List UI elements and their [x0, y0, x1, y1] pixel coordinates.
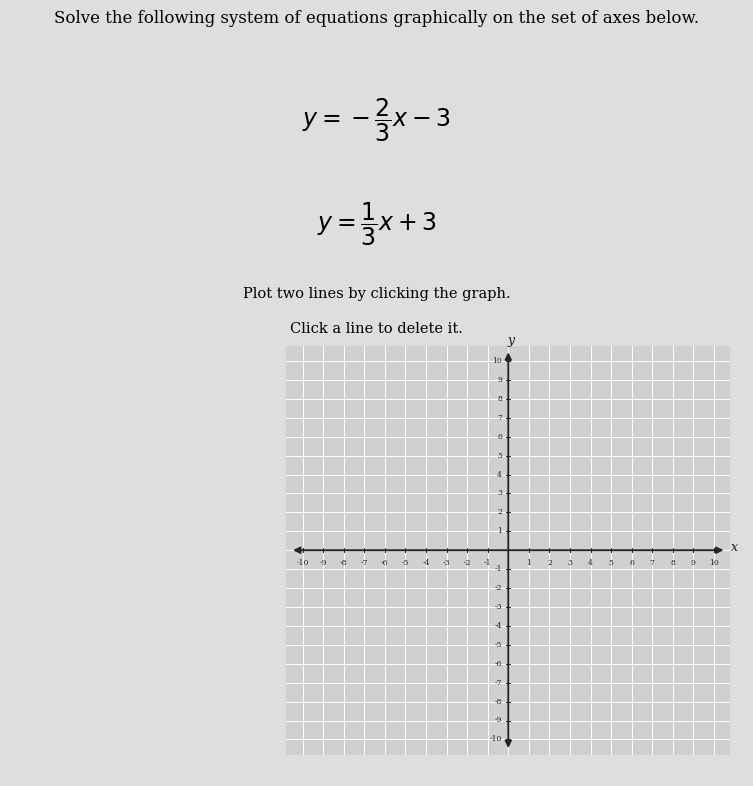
Text: 10: 10	[492, 357, 502, 365]
Text: 2: 2	[497, 509, 502, 516]
Text: 8: 8	[670, 559, 675, 567]
Text: -9: -9	[319, 559, 327, 567]
Text: 2: 2	[547, 559, 552, 567]
Text: $y = -\dfrac{2}{3}x - 3$: $y = -\dfrac{2}{3}x - 3$	[302, 97, 451, 144]
Text: -1: -1	[484, 559, 492, 567]
Text: 9: 9	[691, 559, 696, 567]
Text: -2: -2	[463, 559, 471, 567]
Text: 4: 4	[497, 471, 502, 479]
Text: -8: -8	[340, 559, 347, 567]
Text: -5: -5	[495, 641, 502, 648]
Text: 4: 4	[588, 559, 593, 567]
Text: 5: 5	[608, 559, 614, 567]
Text: -10: -10	[489, 736, 502, 744]
Text: Solve the following system of equations graphically on the set of axes below.: Solve the following system of equations …	[54, 10, 699, 28]
Text: -10: -10	[297, 559, 309, 567]
Text: 3: 3	[497, 490, 502, 498]
Text: 1: 1	[526, 559, 532, 567]
Text: -7: -7	[361, 559, 368, 567]
Text: 1: 1	[497, 527, 502, 535]
Text: 8: 8	[497, 395, 502, 402]
Text: -4: -4	[422, 559, 430, 567]
Text: -6: -6	[495, 659, 502, 668]
Text: Click a line to delete it.: Click a line to delete it.	[290, 321, 463, 336]
Text: $y = \dfrac{1}{3}x + 3$: $y = \dfrac{1}{3}x + 3$	[317, 200, 436, 248]
Text: -7: -7	[495, 678, 502, 687]
Text: y: y	[508, 334, 515, 347]
Text: Plot two lines by clicking the graph.: Plot two lines by clicking the graph.	[242, 287, 511, 301]
Text: 7: 7	[650, 559, 654, 567]
Text: -6: -6	[381, 559, 389, 567]
Text: 6: 6	[497, 432, 502, 441]
Text: -5: -5	[401, 559, 409, 567]
Text: x: x	[731, 541, 739, 554]
Text: 5: 5	[497, 452, 502, 460]
Text: -4: -4	[495, 622, 502, 630]
Text: 6: 6	[630, 559, 634, 567]
Text: 10: 10	[709, 559, 719, 567]
Text: -1: -1	[495, 565, 502, 573]
Text: 9: 9	[497, 376, 502, 384]
Text: 7: 7	[497, 413, 502, 422]
Text: -2: -2	[495, 584, 502, 592]
Text: 3: 3	[568, 559, 572, 567]
Text: -9: -9	[495, 717, 502, 725]
Text: -3: -3	[443, 559, 450, 567]
Text: -8: -8	[495, 698, 502, 706]
Text: -3: -3	[495, 603, 502, 611]
